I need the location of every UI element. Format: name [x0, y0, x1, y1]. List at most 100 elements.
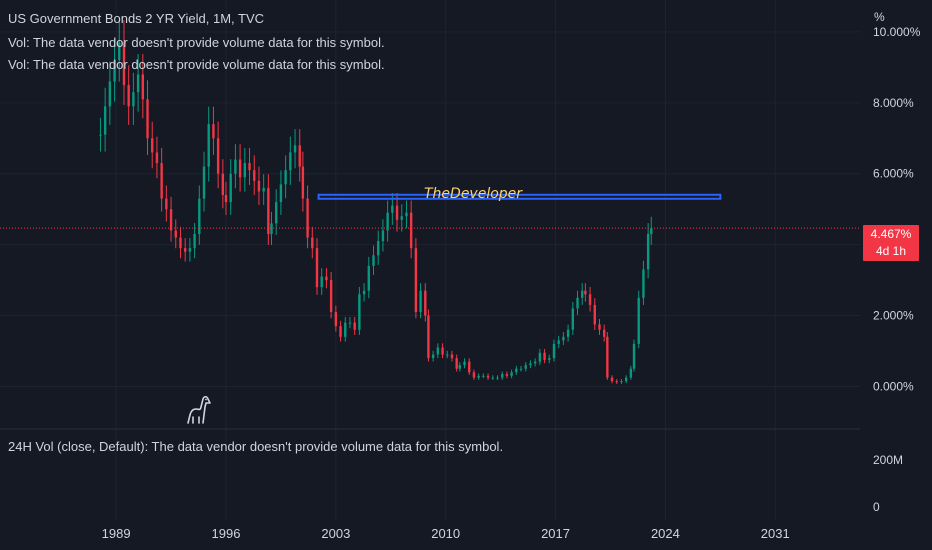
- price-tick-label: 6.000%: [873, 167, 914, 181]
- candle-body: [257, 180, 261, 192]
- candle-body: [108, 81, 112, 107]
- candle-body: [576, 297, 579, 309]
- candle-body: [122, 42, 126, 86]
- volume-axis[interactable]: 200M 0: [873, 453, 903, 514]
- candle-body: [165, 198, 168, 210]
- volume-legend-2[interactable]: Vol: The data vendor doesn't provide vol…: [8, 57, 385, 72]
- price-tick-label: 2.000%: [873, 309, 914, 323]
- candle-body: [409, 212, 413, 249]
- annotation-rectangle[interactable]: [317, 193, 722, 200]
- candle-body: [593, 304, 596, 325]
- candle-body: [468, 361, 471, 373]
- candle-body: [486, 375, 490, 378]
- tradingview-logo-icon[interactable]: [184, 393, 216, 425]
- time-axis[interactable]: 1989 1996 2003 2010 2017 2024 2031: [102, 526, 790, 541]
- annotation-label[interactable]: TheDeveloper: [424, 186, 523, 202]
- candle-body: [482, 375, 485, 377]
- candle-body: [405, 212, 408, 217]
- candle-body: [234, 159, 237, 174]
- candle-body: [289, 152, 292, 171]
- time-tick-label: 2031: [761, 526, 790, 541]
- candle-body: [515, 368, 518, 373]
- candle-body: [500, 374, 504, 378]
- price-axis[interactable]: 10.000% 8.000% 6.000% 2.000% 0.000%: [873, 25, 921, 394]
- candle-body: [118, 42, 121, 61]
- candle-body: [624, 377, 628, 382]
- candle-body: [615, 381, 618, 383]
- candle-body: [557, 340, 560, 344]
- candle-body: [301, 166, 305, 199]
- volume-legend-1[interactable]: Vol: The data vendor doesn't provide vol…: [8, 35, 385, 50]
- candle-body: [650, 228, 653, 234]
- candle-body: [431, 354, 435, 359]
- candle-body: [529, 363, 532, 366]
- candle-body: [216, 138, 220, 174]
- candle-body: [571, 308, 575, 330]
- candle-body: [552, 343, 556, 359]
- candle-body: [419, 290, 422, 312]
- candle-body: [160, 163, 163, 199]
- candle-body: [524, 365, 527, 369]
- candle-body: [414, 248, 418, 312]
- candle-body: [455, 358, 458, 369]
- candle-body: [472, 372, 476, 378]
- candle-body: [367, 265, 370, 291]
- candle-body: [270, 223, 273, 234]
- volume-tick-label: 0: [873, 500, 880, 514]
- candle-body: [519, 368, 523, 370]
- candle-body: [566, 329, 570, 337]
- price-tick-label: 8.000%: [873, 96, 914, 110]
- candle-body: [99, 134, 102, 136]
- candle-body: [325, 276, 328, 281]
- candle-body: [238, 159, 242, 178]
- symbol-title: US Government Bonds 2 YR Yield, 1M, TVC: [8, 11, 265, 26]
- candle-body: [146, 99, 149, 139]
- candle-body: [458, 365, 462, 369]
- candle-body: [427, 315, 430, 359]
- candle-body: [279, 184, 283, 203]
- candle-body: [353, 322, 356, 330]
- price-tick-label: 0.000%: [873, 379, 914, 393]
- volume-24h-legend[interactable]: 24H Vol (close, Default): The data vendo…: [8, 439, 504, 454]
- candle-body: [491, 377, 494, 379]
- candle-body: [391, 205, 394, 213]
- candle-body: [372, 255, 375, 266]
- candle-body: [632, 343, 636, 369]
- candle-body: [113, 60, 116, 82]
- candle-body: [344, 322, 347, 337]
- grid-lines: [0, 0, 860, 520]
- candle-body: [646, 234, 650, 270]
- candle-body: [538, 352, 542, 362]
- candle-body: [224, 195, 228, 203]
- time-tick-label: 2003: [321, 526, 350, 541]
- candle-body: [315, 248, 319, 288]
- candle-body: [155, 152, 159, 164]
- time-tick-label: 2024: [651, 526, 680, 541]
- candle-body: [584, 290, 587, 295]
- candle-body: [136, 74, 140, 93]
- candle-body: [306, 198, 309, 238]
- candle-body: [450, 354, 454, 359]
- symbol-legend[interactable]: US Government Bonds 2 YR Yield, 1M, TVC: [8, 9, 264, 28]
- candle-body: [267, 187, 270, 234]
- candle-body: [598, 324, 601, 330]
- time-tick-label: 1996: [212, 526, 241, 541]
- candle-body: [424, 290, 427, 316]
- candle-body: [610, 377, 614, 382]
- candle-body: [339, 326, 342, 337]
- candle-body: [477, 375, 480, 378]
- candle-body: [298, 145, 301, 167]
- candle-body: [533, 361, 537, 364]
- candle-body: [395, 205, 399, 220]
- candle-body: [311, 237, 314, 249]
- candle-body: [188, 248, 192, 252]
- countdown-value: 4d 1h: [875, 244, 907, 258]
- candle-body: [132, 92, 135, 107]
- candle-body: [320, 276, 323, 288]
- candle-body: [334, 312, 338, 327]
- candle-body: [588, 294, 592, 305]
- candle-body: [543, 352, 546, 360]
- candle-body: [183, 248, 187, 252]
